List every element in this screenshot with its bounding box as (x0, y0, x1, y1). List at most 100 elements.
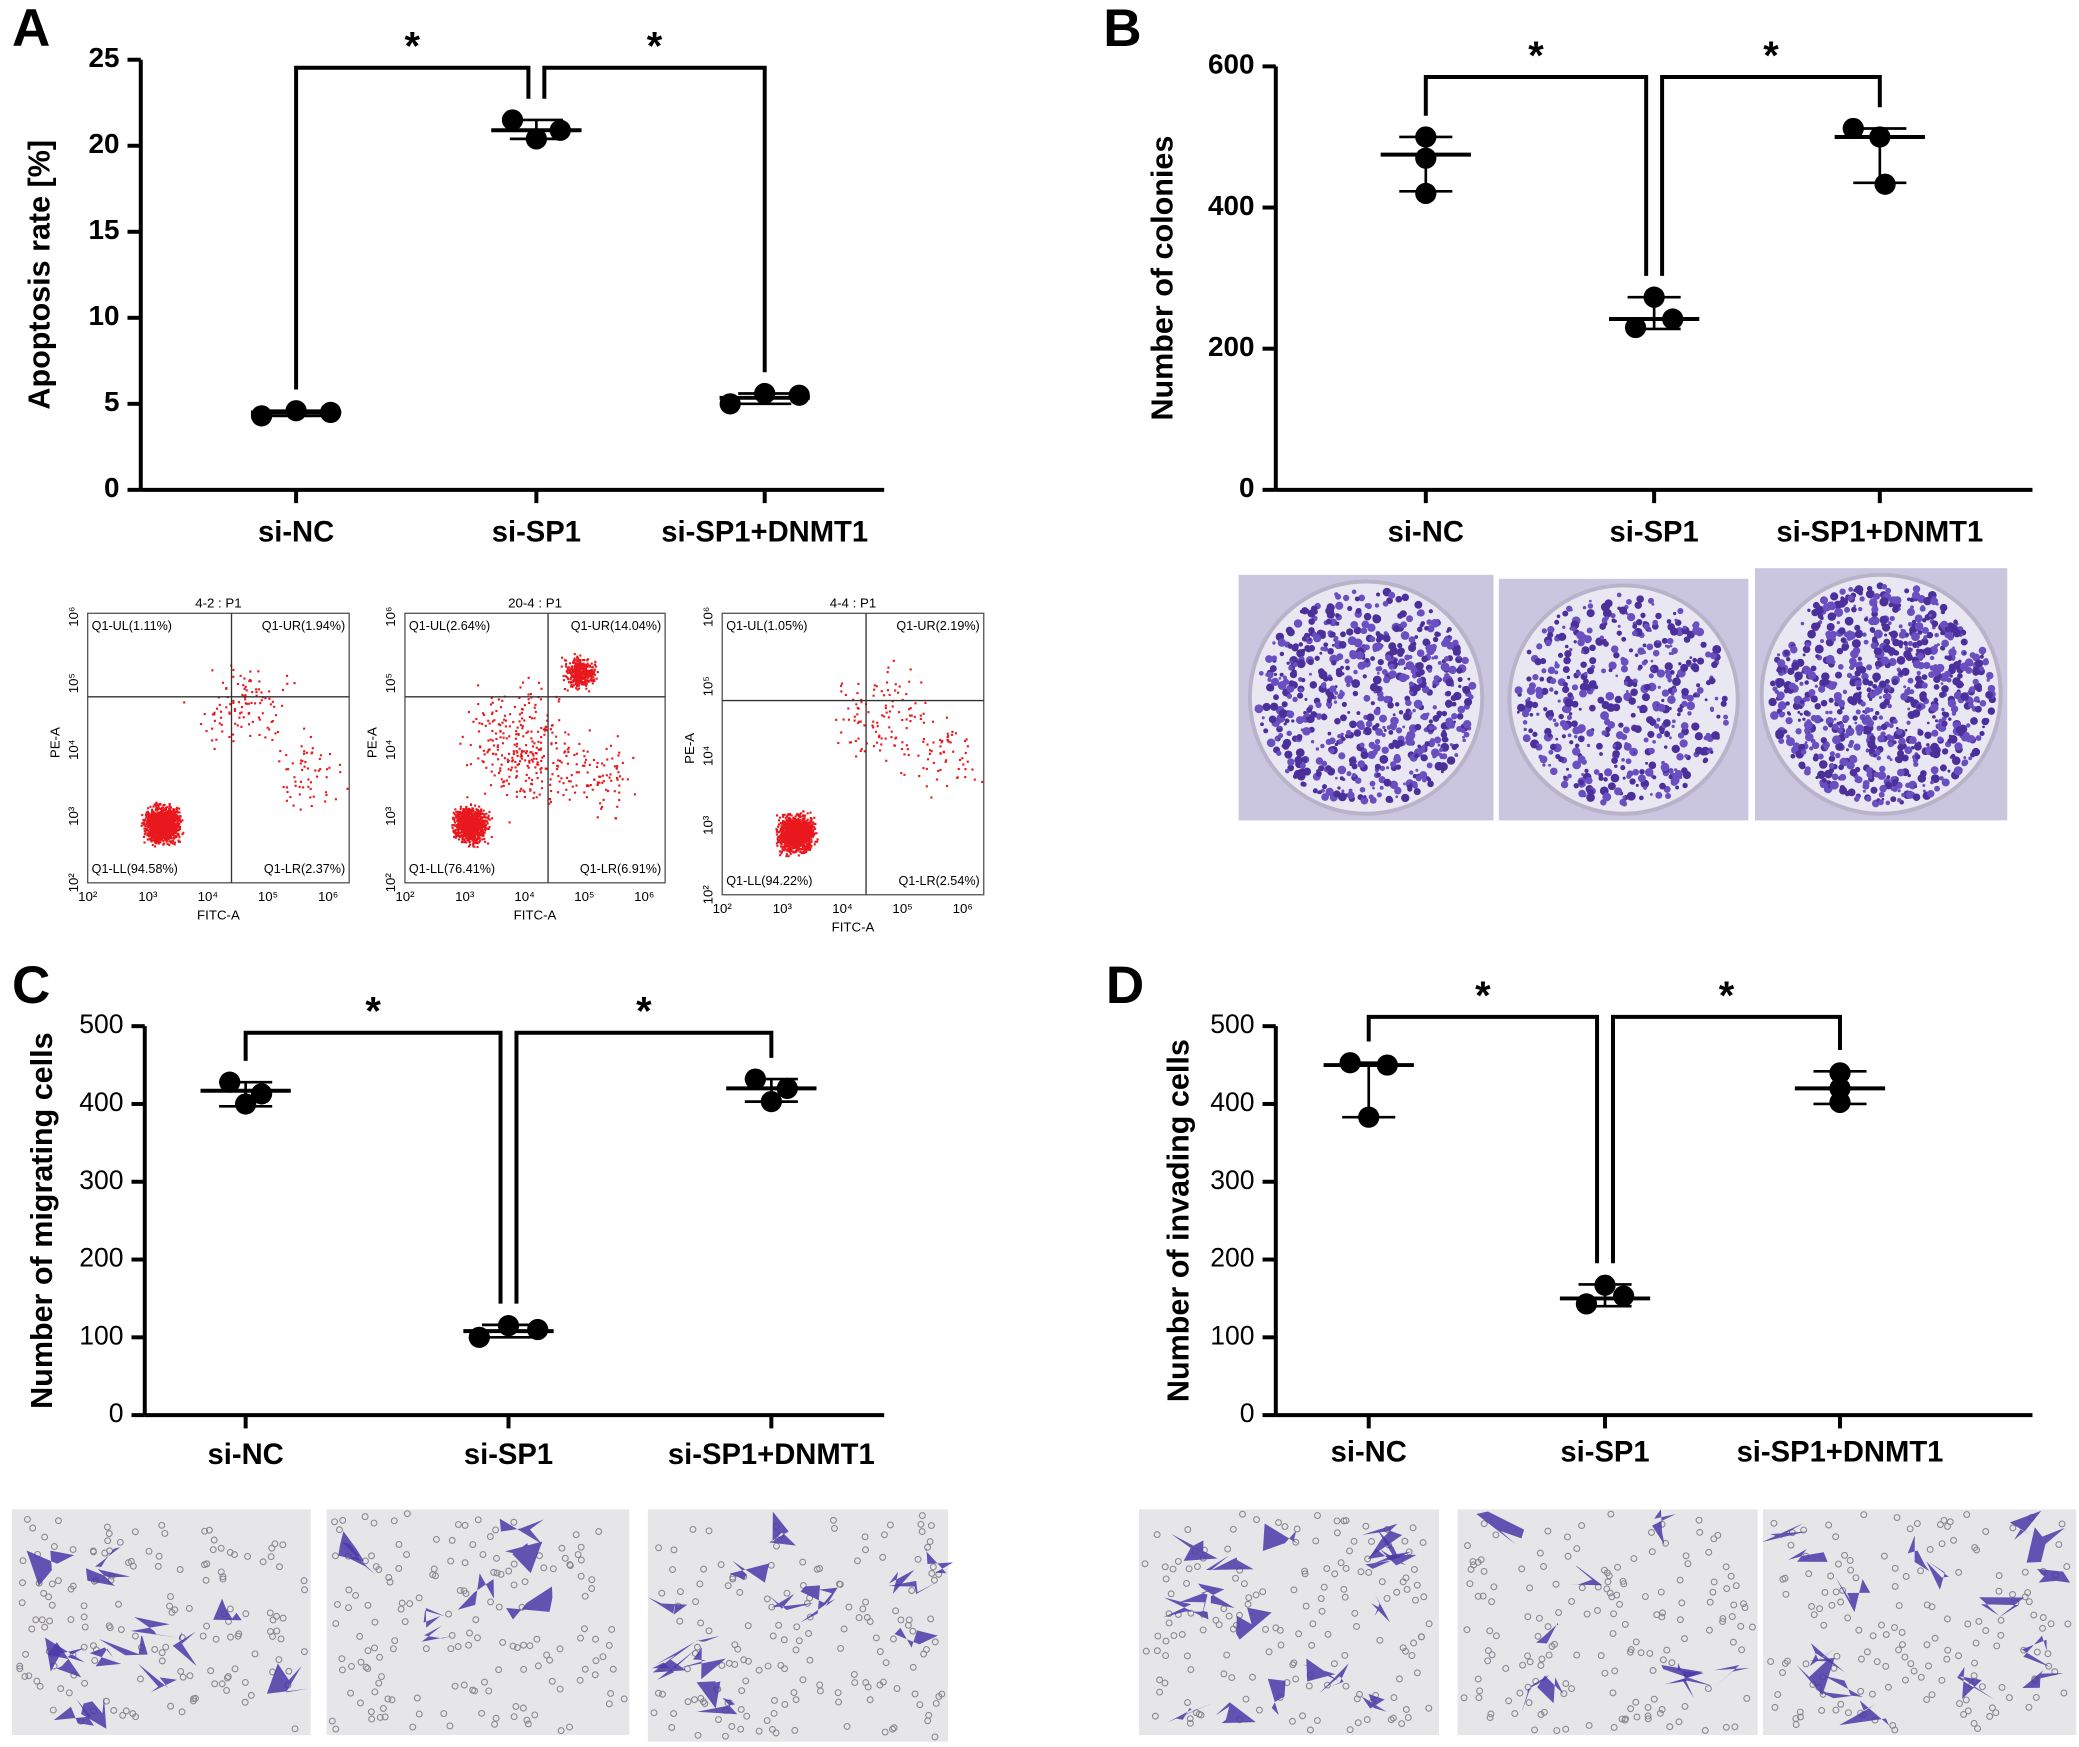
flow-event (151, 836, 154, 839)
flow-event (798, 813, 801, 816)
flow-event (583, 671, 586, 674)
flow-event (452, 811, 455, 814)
flow-event (467, 829, 470, 832)
flow-event (169, 840, 172, 843)
flow-event (592, 671, 595, 674)
x-tick-label: 10² (395, 889, 415, 904)
flow-event (264, 697, 267, 700)
data-point (319, 401, 342, 424)
flow-event (499, 769, 502, 772)
flow-event (145, 814, 148, 817)
flow-event (303, 752, 306, 755)
flow-event (211, 713, 215, 716)
flow-event (566, 748, 569, 751)
flow-event (856, 713, 859, 716)
flow-event (496, 745, 499, 748)
flow-event (475, 830, 478, 833)
flow-event (779, 845, 783, 848)
flow-event (475, 808, 478, 811)
flow-event (502, 732, 505, 735)
x-tick-label: 10⁴ (514, 889, 535, 904)
flow-event (475, 840, 478, 843)
flow-event (523, 790, 526, 793)
flow-event (248, 679, 251, 683)
flow-event (165, 834, 168, 837)
flow-event (157, 816, 160, 819)
flow-event (596, 783, 599, 786)
flow-event (470, 827, 473, 831)
flow-event (163, 820, 167, 823)
flow-event (785, 815, 788, 818)
flow-event (457, 830, 460, 833)
flow-event (591, 669, 594, 672)
y-tick-label: 10⁵ (66, 673, 81, 693)
flow-event (507, 759, 510, 762)
flow-event (143, 833, 146, 836)
flow-event (583, 658, 586, 662)
flow-event (593, 668, 596, 671)
flow-event (527, 730, 530, 733)
flow-event (211, 669, 214, 672)
flow-event (503, 780, 506, 783)
flow-event (465, 805, 468, 808)
flow-event (793, 842, 796, 845)
flow-event (233, 709, 236, 712)
flow-event (613, 765, 616, 768)
flow-event (520, 707, 524, 711)
flow-event (232, 699, 235, 702)
flow-event (480, 834, 484, 837)
significance-bracket (1366, 1014, 1600, 1264)
flow-event (808, 827, 811, 830)
flow-event (147, 834, 150, 837)
flow-event (807, 844, 810, 848)
flow-event (591, 682, 594, 685)
flow-event (549, 783, 552, 786)
flow-event (220, 723, 223, 726)
flow-event (514, 730, 518, 733)
flow-event (160, 823, 163, 826)
data-point (719, 393, 741, 415)
flow-event (576, 673, 580, 676)
flow-event (601, 805, 604, 809)
flow-event (797, 839, 800, 843)
flow-event (228, 711, 231, 714)
flow-event (478, 819, 482, 822)
flow-event (540, 780, 544, 783)
flow-event (577, 663, 580, 666)
flow-event (294, 784, 297, 787)
flow-event (152, 818, 155, 821)
y-tick-label: 300 (79, 1165, 123, 1195)
flow-event (544, 729, 547, 732)
flow-event (578, 682, 581, 685)
flow-event (811, 833, 814, 836)
flow-event (232, 675, 235, 678)
flow-event (159, 825, 162, 828)
flow-event (182, 831, 185, 834)
flow-event (167, 810, 170, 813)
flow-event (255, 688, 258, 691)
flow-event (221, 681, 225, 684)
flow-event (477, 836, 480, 840)
flow-event (805, 819, 808, 823)
flow-event (482, 834, 485, 837)
flow-event (166, 842, 169, 846)
flow-event (574, 661, 577, 665)
flow-event (492, 752, 495, 755)
flow-event (477, 825, 480, 828)
flow-event (840, 731, 843, 734)
flow-event (802, 810, 805, 813)
flow-event (162, 832, 165, 836)
flow-event (176, 809, 179, 813)
flow-event (797, 818, 800, 822)
flow-event (477, 730, 481, 733)
flow-event (149, 823, 152, 826)
flow-event (571, 685, 574, 688)
flow-event (168, 825, 171, 828)
flow-event (171, 812, 174, 816)
flow-event (150, 816, 153, 819)
flow-event (473, 827, 476, 830)
significance-label: * (1763, 34, 1779, 78)
flow-event (555, 747, 558, 750)
